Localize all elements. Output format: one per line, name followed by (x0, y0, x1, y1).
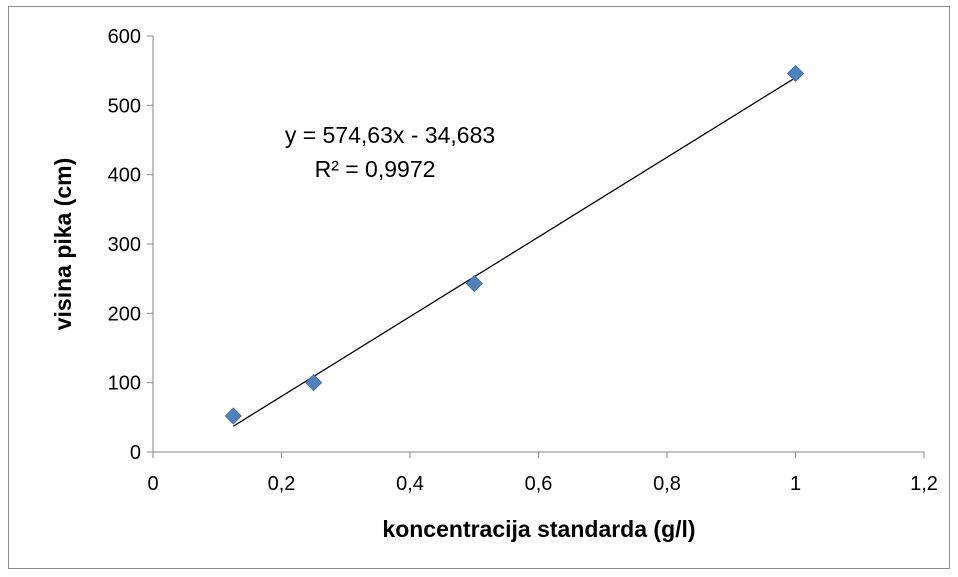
trendline (232, 77, 796, 427)
y-tick-label: 400 (108, 165, 141, 187)
data-points (224, 64, 805, 425)
y-tick-label: 500 (108, 95, 141, 117)
y-tick-label: 200 (108, 303, 141, 325)
data-point-diamond (465, 274, 483, 293)
x-tick-label: 0,8 (653, 473, 681, 495)
x-axis-title: koncentracija standarda (g/l) (382, 516, 695, 542)
x-tick-label: 1 (790, 473, 801, 495)
x-axis-ticks: 0 0,2 0,4 0,6 0,8 1 1,2 (147, 452, 938, 495)
y-tick-label: 300 (108, 234, 141, 256)
chart-frame (8, 6, 950, 569)
r-squared-label: R² = 0,9972 (315, 156, 436, 182)
y-axis-title: visina pika (cm) (50, 158, 76, 331)
x-tick-label: 0,6 (525, 473, 553, 495)
x-tick-label: 0 (147, 473, 158, 495)
y-tick-label: 600 (108, 26, 141, 48)
y-axis-ticks: 0 100 200 300 400 500 600 (108, 26, 153, 464)
x-tick-label: 0,2 (268, 473, 296, 495)
y-tick-label: 100 (108, 373, 141, 395)
data-point-diamond (224, 407, 242, 425)
y-tick-label: 0 (130, 442, 141, 464)
x-tick-label: 0,4 (396, 473, 424, 495)
x-tick-label: 1,2 (910, 473, 938, 495)
data-point-diamond (786, 64, 805, 83)
data-point-diamond (305, 374, 323, 392)
trendline-equation: y = 574,63x - 34,683 (285, 122, 495, 148)
